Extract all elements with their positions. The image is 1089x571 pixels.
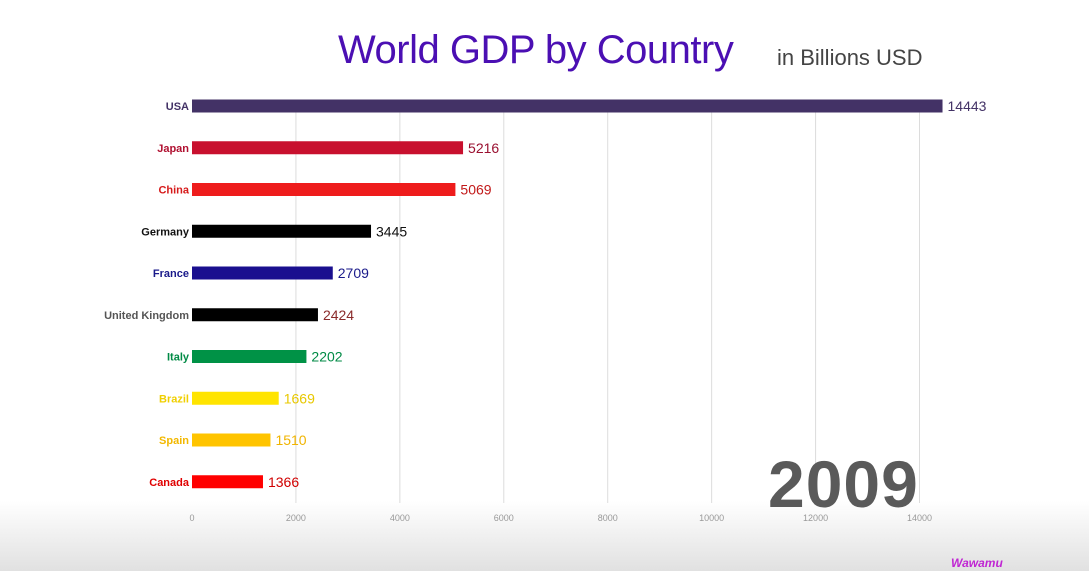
bar [192, 391, 279, 405]
x-tick-label: 10000 [699, 513, 724, 523]
category-label: France [153, 268, 189, 280]
value-label: 14443 [948, 98, 987, 114]
bar [192, 141, 464, 155]
value-label: 1366 [268, 474, 299, 490]
bar [192, 183, 456, 196]
bar [192, 475, 263, 489]
year-label: 2009 [768, 447, 919, 521]
category-label: United Kingdom [104, 310, 189, 322]
value-label: 2424 [323, 307, 354, 323]
x-tick-label: 8000 [598, 513, 618, 523]
x-tick-label: 2000 [286, 513, 306, 523]
x-tick-label: 4000 [390, 513, 410, 523]
x-tick-label: 12000 [803, 513, 828, 523]
bar [192, 433, 271, 447]
bar [192, 224, 372, 238]
category-label: Brazil [159, 393, 189, 405]
value-label: 3445 [376, 223, 407, 239]
bar [192, 99, 943, 113]
chart-subtitle: in Billions USD [777, 45, 923, 70]
category-label: Canada [149, 477, 190, 489]
chart-title: World GDP by Country [338, 28, 734, 72]
value-label: 2202 [311, 349, 342, 365]
bar [192, 266, 333, 280]
value-label: 1510 [275, 432, 306, 448]
x-tick-label: 14000 [907, 513, 932, 523]
category-label: Spain [159, 435, 189, 447]
value-label: 2709 [338, 265, 369, 281]
watermark: Wawamu [951, 556, 1003, 570]
category-label: USA [166, 101, 189, 113]
x-tick-label: 6000 [494, 513, 514, 523]
category-label: Japan [157, 143, 189, 155]
value-label: 5069 [460, 182, 491, 198]
bar [192, 308, 318, 322]
bar [192, 350, 307, 363]
x-tick-label: 0 [189, 513, 194, 523]
value-label: 1669 [284, 390, 315, 406]
category-label: China [158, 185, 189, 197]
value-label: 5216 [468, 140, 499, 156]
category-label: Germany [141, 226, 190, 238]
category-label: Italy [167, 352, 190, 364]
